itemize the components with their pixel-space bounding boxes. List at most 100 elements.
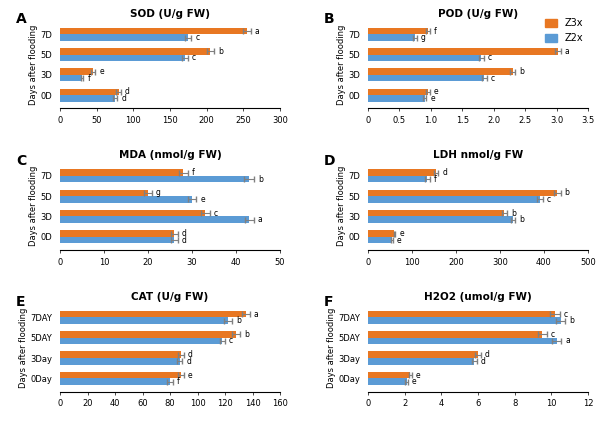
Bar — [60, 352, 181, 358]
Bar — [368, 372, 410, 378]
Bar — [60, 230, 175, 237]
Bar — [368, 176, 427, 182]
Bar — [368, 378, 407, 385]
Text: e: e — [188, 370, 193, 380]
Text: f: f — [434, 27, 436, 35]
Text: F: F — [324, 296, 334, 309]
Text: c: c — [488, 53, 492, 62]
Text: f: f — [88, 74, 90, 83]
Bar — [368, 210, 505, 216]
Bar — [60, 338, 222, 344]
Text: b: b — [259, 175, 263, 184]
Text: A: A — [16, 12, 27, 26]
Bar — [60, 311, 245, 317]
Bar — [368, 95, 425, 102]
Text: c: c — [229, 336, 233, 346]
Bar — [368, 48, 558, 55]
Text: E: E — [16, 296, 25, 309]
Bar — [60, 95, 115, 102]
Text: b: b — [520, 215, 524, 224]
Text: g: g — [421, 33, 426, 42]
Bar — [368, 68, 512, 75]
Text: C: C — [16, 154, 26, 168]
Bar — [60, 237, 175, 243]
Text: a: a — [257, 215, 262, 224]
Bar — [60, 196, 192, 203]
Bar — [368, 230, 394, 237]
Text: b: b — [218, 47, 223, 56]
Bar — [60, 189, 148, 196]
Text: e: e — [399, 229, 404, 238]
Bar — [60, 34, 188, 41]
Text: a: a — [254, 309, 259, 319]
Bar — [60, 68, 93, 75]
Text: b: b — [565, 188, 569, 197]
Y-axis label: Days after flooding: Days after flooding — [337, 24, 346, 105]
Legend: Z3x, Z2x: Z3x, Z2x — [542, 16, 586, 46]
Text: d: d — [481, 357, 486, 366]
Title: SOD (U/g FW): SOD (U/g FW) — [130, 9, 210, 19]
Text: b: b — [244, 330, 249, 339]
Title: LDH nmol/g FW: LDH nmol/g FW — [433, 150, 523, 160]
Text: c: c — [547, 195, 551, 204]
Text: d: d — [188, 350, 193, 359]
Bar — [368, 55, 481, 61]
Text: D: D — [324, 154, 335, 168]
Bar — [368, 89, 428, 95]
Bar — [368, 189, 557, 196]
Text: a: a — [565, 336, 570, 346]
Text: f: f — [177, 377, 179, 386]
Bar — [368, 237, 392, 243]
Bar — [368, 331, 542, 338]
Bar — [60, 317, 228, 324]
Bar — [368, 196, 539, 203]
Bar — [60, 216, 249, 223]
Y-axis label: Days after flooding: Days after flooding — [19, 308, 28, 388]
Text: c: c — [551, 330, 555, 339]
Bar — [368, 317, 560, 324]
Bar — [368, 358, 475, 365]
Bar — [60, 378, 170, 385]
Bar — [368, 34, 415, 41]
Bar — [368, 311, 555, 317]
Text: d: d — [182, 235, 187, 245]
Bar — [60, 89, 119, 95]
Bar — [368, 216, 513, 223]
Text: B: B — [324, 12, 335, 26]
Bar — [60, 210, 205, 216]
Text: d: d — [485, 350, 490, 359]
Title: MDA (nmol/g FW): MDA (nmol/g FW) — [119, 150, 221, 160]
Bar — [60, 169, 183, 176]
Text: g: g — [155, 188, 160, 197]
Y-axis label: Days after flooding: Days after flooding — [29, 166, 38, 246]
Y-axis label: Days after flooding: Days after flooding — [29, 24, 38, 105]
Text: d: d — [121, 94, 126, 103]
Bar — [368, 75, 484, 81]
Text: b: b — [236, 316, 241, 325]
Bar — [60, 28, 247, 34]
Bar — [368, 169, 436, 176]
Title: H2O2 (umol/g FW): H2O2 (umol/g FW) — [424, 292, 532, 302]
Title: POD (U/g FW): POD (U/g FW) — [438, 9, 518, 19]
Bar — [368, 28, 428, 34]
Text: d: d — [125, 88, 130, 96]
Text: d: d — [442, 168, 447, 177]
Text: d: d — [187, 357, 191, 366]
Bar — [60, 331, 236, 338]
Text: a: a — [254, 27, 259, 35]
Text: f: f — [434, 175, 436, 184]
Text: a: a — [565, 47, 569, 56]
Text: f: f — [191, 168, 194, 177]
Text: b: b — [511, 209, 516, 218]
Text: c: c — [563, 309, 568, 319]
Y-axis label: Days after flooding: Days after flooding — [337, 166, 346, 246]
Bar — [368, 352, 478, 358]
Text: e: e — [412, 377, 416, 386]
Text: e: e — [430, 94, 435, 103]
Text: b: b — [519, 67, 524, 76]
Bar — [60, 75, 82, 81]
Text: e: e — [434, 88, 438, 96]
Text: e: e — [200, 195, 205, 204]
Text: c: c — [214, 209, 218, 218]
Text: b: b — [569, 316, 574, 325]
